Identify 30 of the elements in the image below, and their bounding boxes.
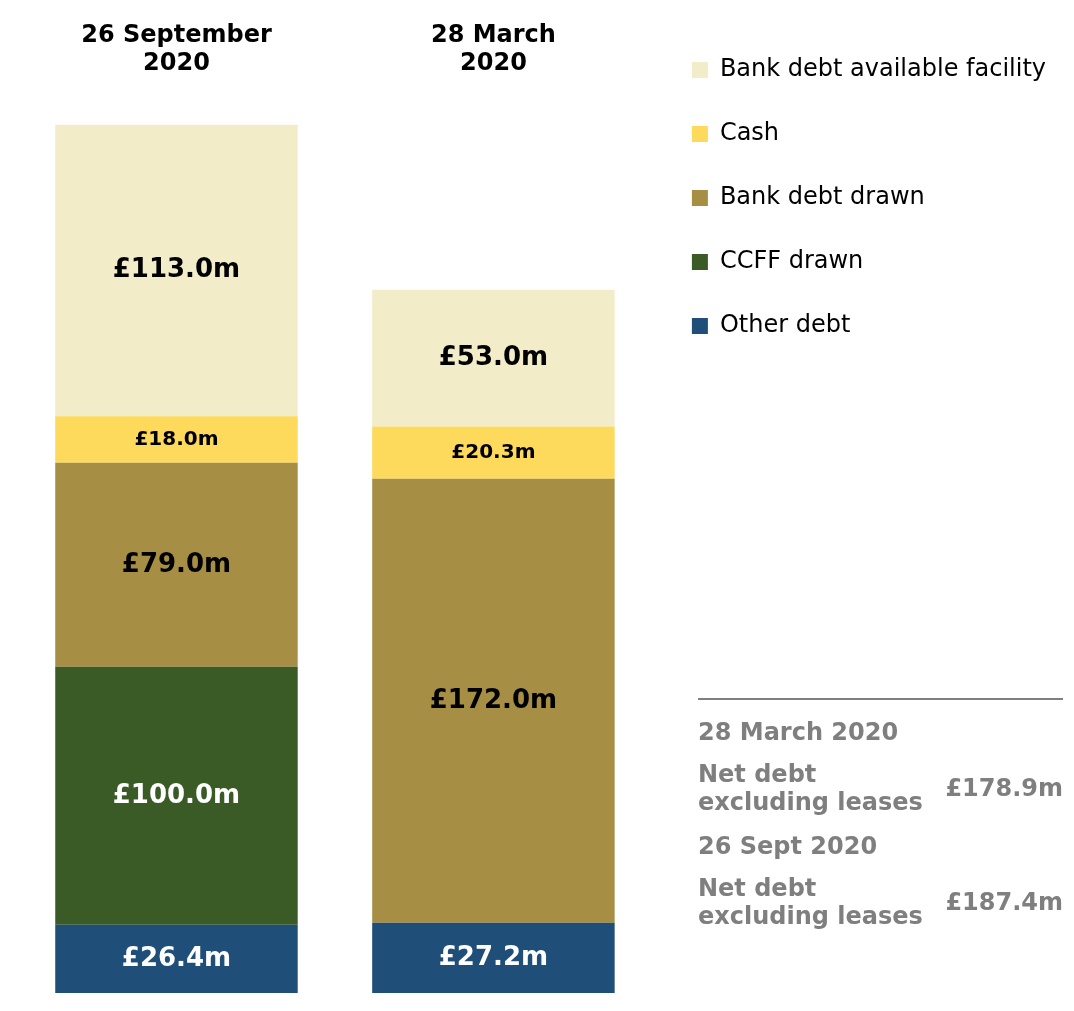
bar	[372, 922, 615, 993]
legend-label: CCFF drawn	[719, 246, 864, 275]
data-label: £113.0m	[112, 253, 241, 284]
data-label: £20.3m	[451, 438, 536, 463]
legend-label: Other debt	[719, 310, 851, 339]
data-label: £172.0m	[429, 683, 558, 714]
bar	[55, 666, 298, 925]
text: 26 Sept 2020	[698, 832, 879, 860]
data-label: £100.0m	[112, 778, 241, 809]
text: Net debt excluding leases	[698, 874, 924, 930]
legend-label: Cash	[719, 118, 780, 147]
text: 28 March 2020	[698, 718, 900, 746]
bar	[372, 289, 615, 427]
data-label: £53.0m	[438, 340, 549, 371]
bar	[55, 462, 298, 667]
data-label: £79.0m	[121, 547, 232, 578]
bar	[55, 124, 298, 417]
bar	[372, 478, 615, 923]
text: £187.4m	[945, 888, 1063, 916]
text: £178.9m	[945, 774, 1063, 802]
legend-label: Bank debt available facility	[719, 54, 1046, 83]
bar	[55, 416, 298, 463]
x-tick-label: 26 September 2020	[81, 19, 272, 77]
data-label: £26.4m	[121, 941, 232, 972]
bar	[372, 426, 615, 479]
legend-label: Bank debt drawn	[719, 182, 925, 211]
data-label: £18.0m	[134, 425, 219, 450]
data-label: £27.2m	[438, 940, 549, 971]
bar	[55, 924, 298, 993]
text: Net debt excluding leases	[698, 760, 924, 816]
